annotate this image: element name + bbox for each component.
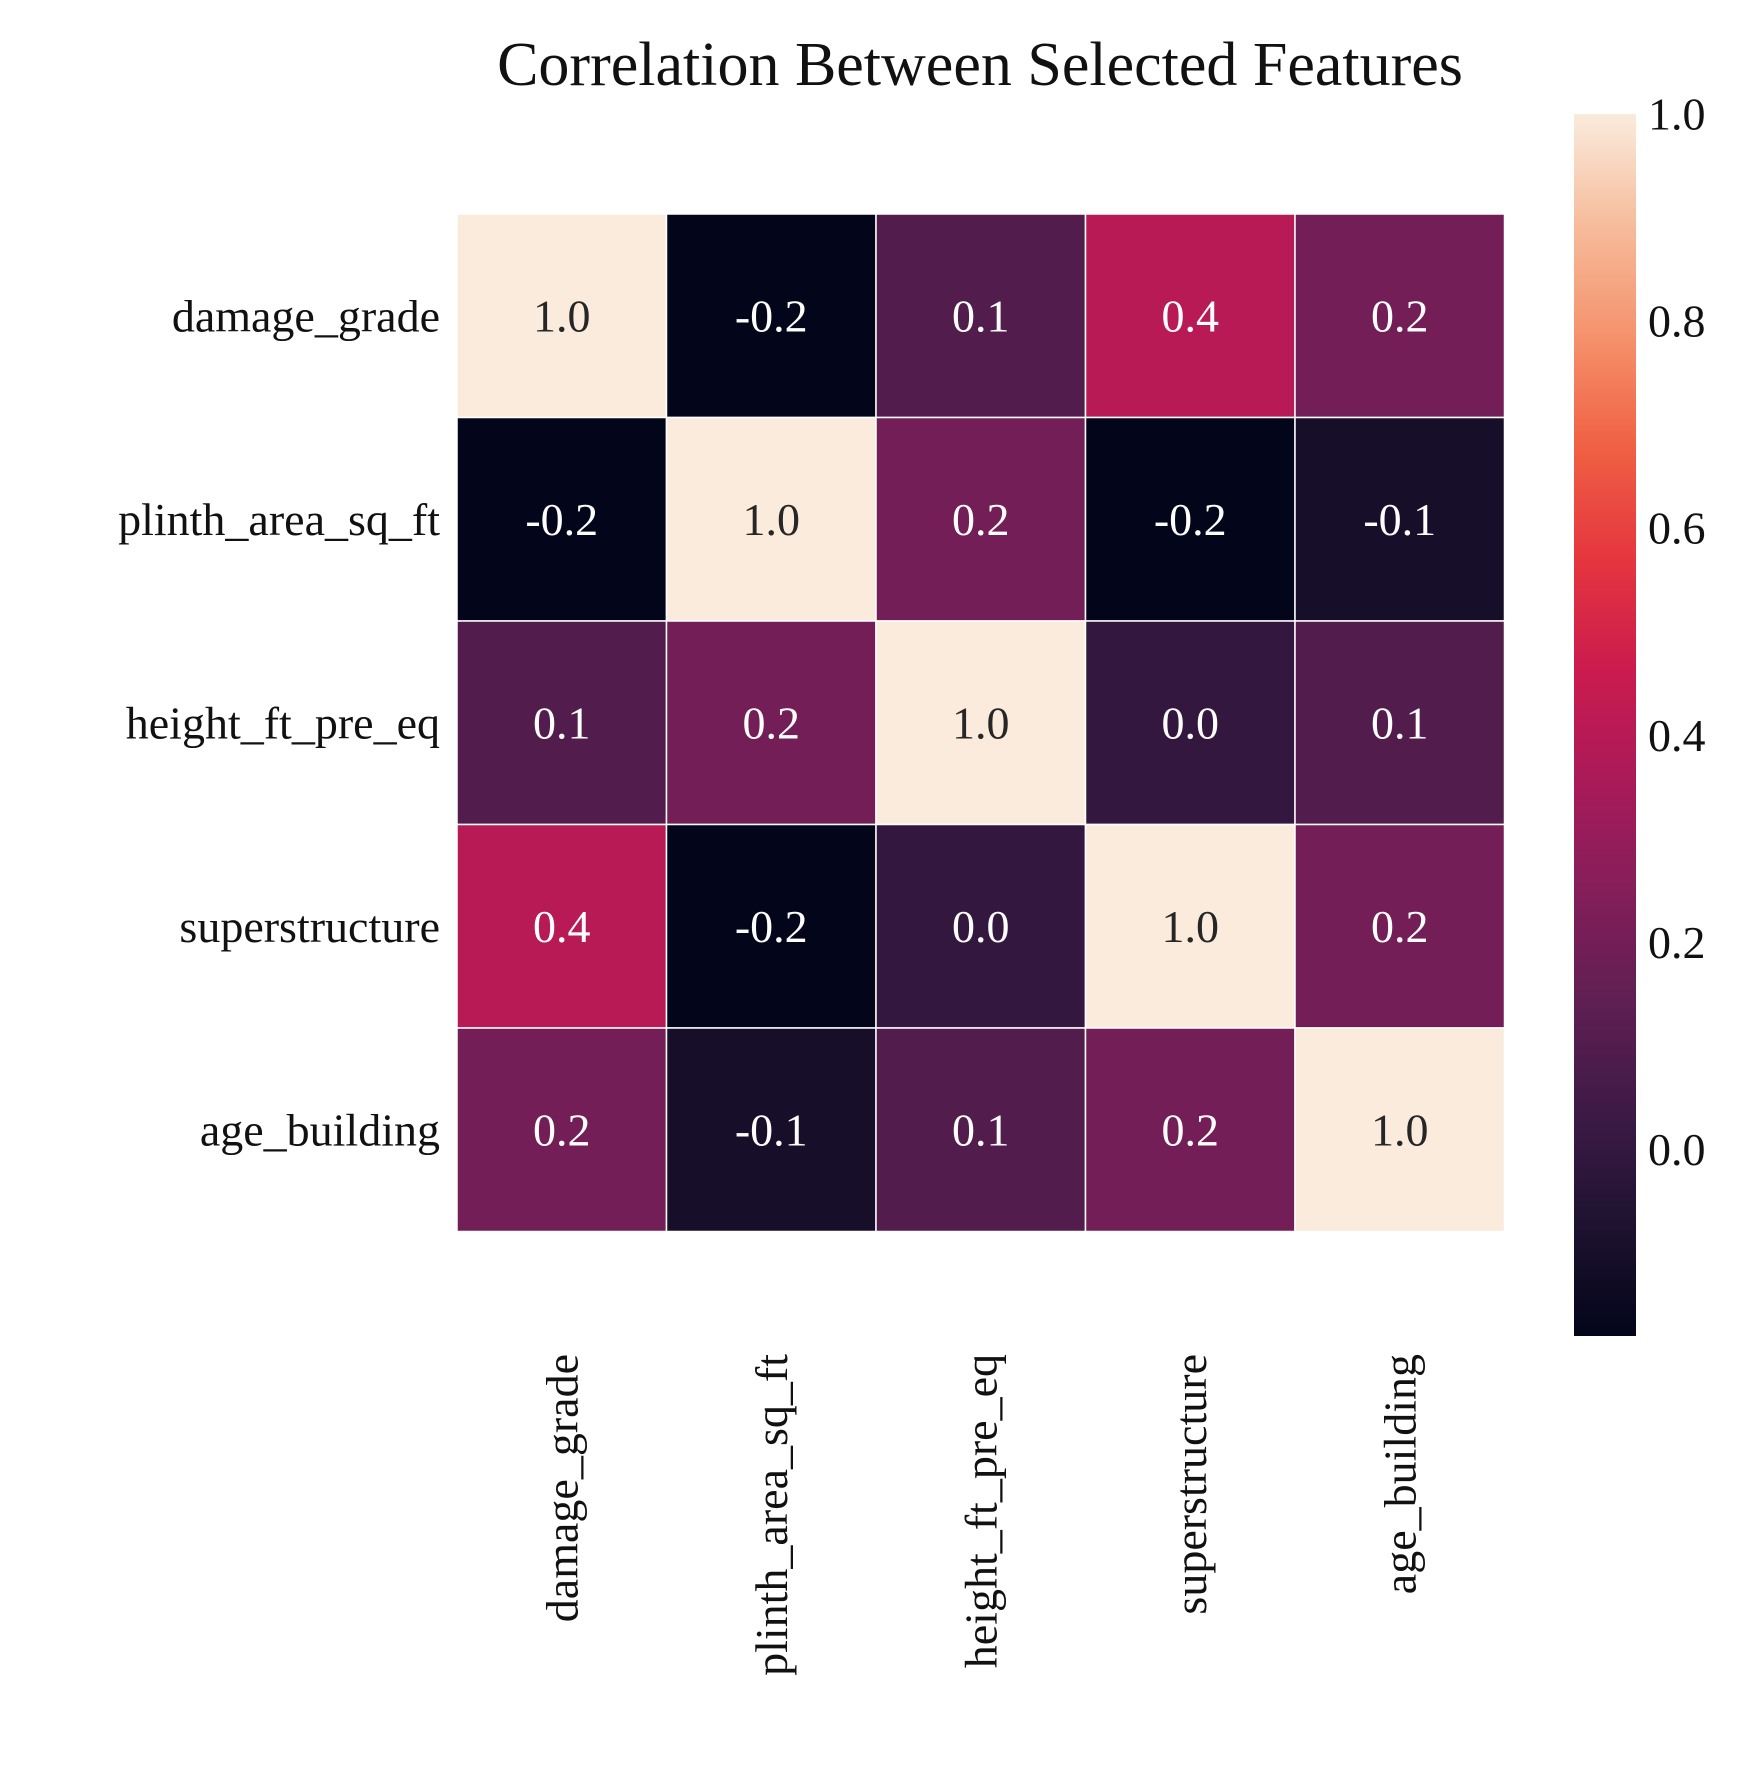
cell-annotation-0-2: 0.1 [952, 290, 1010, 341]
row-label-4: age_building [200, 1104, 440, 1155]
heatmap-cell-1-0 [456, 416, 668, 622]
heatmap-cell-3-3 [1084, 823, 1296, 1029]
colorbar-tick-label-3: 0.6 [1648, 503, 1706, 554]
column-label-0: damage_grade [536, 1354, 587, 1622]
column-label-3: superstructure [1165, 1354, 1216, 1615]
cell-annotation-2-0: 0.1 [533, 697, 591, 748]
heatmap-cell-1-2 [875, 416, 1087, 622]
heatmap-cell-3-2 [875, 823, 1087, 1029]
colorbar-gradient [1574, 114, 1636, 1336]
heatmap-cell-0-1 [665, 213, 877, 419]
heatmap-cell-2-1 [665, 620, 877, 826]
heatmap-cell-4-0 [456, 1027, 668, 1233]
cell-annotation-2-2: 1.0 [952, 697, 1010, 748]
cell-annotation-1-3: -0.2 [1154, 494, 1227, 545]
heatmap-cell-3-0 [456, 823, 668, 1029]
cell-annotation-3-1: -0.2 [735, 901, 808, 952]
heatmap-cell-2-2 [875, 620, 1087, 826]
colorbar-tick-label-2: 0.4 [1648, 710, 1706, 761]
heatmap-cells [456, 213, 1506, 1233]
cell-annotation-1-0: -0.2 [525, 494, 598, 545]
heatmap-cell-2-3 [1084, 620, 1296, 826]
cell-annotation-0-1: -0.2 [735, 290, 808, 341]
heatmap-cell-4-1 [665, 1027, 877, 1233]
cell-annotation-4-2: 0.1 [952, 1104, 1010, 1155]
column-label-1: plinth_area_sq_ft [746, 1354, 797, 1676]
cell-annotation-2-4: 0.1 [1371, 697, 1429, 748]
cell-annotation-2-3: 0.0 [1162, 697, 1220, 748]
row-label-2: height_ft_pre_eq [126, 697, 440, 748]
cell-annotation-4-1: -0.1 [735, 1104, 808, 1155]
heatmap-cell-2-4 [1294, 620, 1506, 826]
cell-annotation-4-3: 0.2 [1162, 1104, 1220, 1155]
heatmap-cell-3-4 [1294, 823, 1506, 1029]
heatmap-cell-0-2 [875, 213, 1087, 419]
cell-annotation-1-1: 1.0 [743, 494, 801, 545]
row-label-3: superstructure [179, 901, 440, 952]
colorbar-tick-label-5: 1.0 [1648, 89, 1706, 140]
cell-annotation-3-4: 0.2 [1371, 901, 1429, 952]
colorbar: 0.0 0.2 0.4 0.6 0.8 1.0 [1574, 89, 1706, 1336]
row-label-0: damage_grade [172, 290, 440, 341]
cell-annotation-0-3: 0.4 [1162, 290, 1220, 341]
colorbar-tick-label-4: 0.8 [1648, 296, 1706, 347]
column-labels: damage_grade plinth_area_sq_ft height_ft_p… [536, 1354, 1425, 1676]
colorbar-tick-label-0: 0.0 [1648, 1124, 1706, 1175]
cell-annotation-0-4: 0.2 [1371, 290, 1429, 341]
heatmap-cell-0-3 [1084, 213, 1296, 419]
heatmap-cell-0-0 [456, 213, 668, 419]
cell-annotation-4-4: 1.0 [1371, 1104, 1429, 1155]
column-label-4: age_building [1374, 1354, 1425, 1594]
cell-annotation-4-0: 0.2 [533, 1104, 591, 1155]
row-labels: damage_grade plinth_area_sq_ft height_ft_p… [118, 290, 440, 1155]
heatmap-cell-4-4 [1294, 1027, 1506, 1233]
cell-annotation-1-2: 0.2 [952, 494, 1010, 545]
column-label-2: height_ft_pre_eq [955, 1354, 1006, 1668]
cell-annotation-0-0: 1.0 [533, 290, 591, 341]
cell-annotation-3-2: 0.0 [952, 901, 1010, 952]
cell-annotation-3-3: 1.0 [1162, 901, 1220, 952]
row-label-1: plinth_area_sq_ft [118, 494, 440, 545]
cell-annotation-3-0: 0.4 [533, 901, 591, 952]
heatmap-cell-0-4 [1294, 213, 1506, 419]
colorbar-tick-label-1: 0.2 [1648, 917, 1706, 968]
heatmap-annotations: 1.0 -0.2 0.1 0.4 0.2 -0.2 1.0 0.2 -0.2 -0.1 0.1 0.2… [525, 290, 1436, 1155]
heatmap-cell-4-2 [875, 1027, 1087, 1233]
heatmap-cell-1-4 [1294, 416, 1506, 622]
cell-annotation-1-4: -0.1 [1363, 494, 1436, 545]
heatmap-cell-3-1 [665, 823, 877, 1029]
cell-annotation-2-1: 0.2 [743, 697, 801, 748]
chart-title: Correlation Between Selected Features [497, 31, 1463, 99]
